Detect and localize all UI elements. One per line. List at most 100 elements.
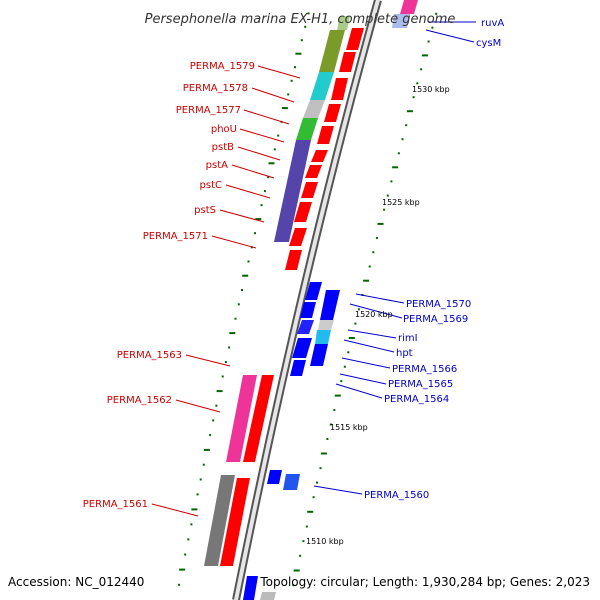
tick-mark xyxy=(294,66,296,69)
gene-forward xyxy=(301,182,318,198)
tick-mark xyxy=(334,394,341,397)
tick-mark xyxy=(247,260,250,263)
tick-mark xyxy=(372,251,375,254)
tick-mark xyxy=(299,554,302,557)
tick-mark xyxy=(307,510,314,513)
tick-mark xyxy=(302,540,305,543)
gene-forward xyxy=(243,375,274,462)
gene-reverse xyxy=(290,360,306,376)
tick-mark xyxy=(277,134,280,137)
gene-forward xyxy=(346,28,364,50)
tick-mark xyxy=(187,538,190,541)
tick-mark xyxy=(178,583,181,586)
tick-mark xyxy=(357,308,360,311)
tick-mark xyxy=(375,237,378,239)
tick-mark xyxy=(212,419,215,422)
tick-mark xyxy=(304,25,307,28)
gene-forward xyxy=(311,150,328,162)
tick-mark xyxy=(305,525,308,528)
gene-reverse xyxy=(392,14,410,28)
forward-gene-labels: PERMA_1579 PERMA_1578 PERMA_1577 phoU ps… xyxy=(83,61,255,510)
tick-mark xyxy=(348,337,355,339)
genome-summary-text: Topology: circular; Length: 1,930,284 bp… xyxy=(259,575,590,589)
tick-mark xyxy=(191,508,198,511)
reverse-genes xyxy=(243,0,418,600)
gene-reverse xyxy=(297,320,314,334)
tick-mark xyxy=(312,496,315,499)
gene-label: PERMA_1563 xyxy=(117,350,182,361)
tick-mark xyxy=(390,180,393,183)
class-segment-cyan xyxy=(310,72,334,100)
class-segment-olive xyxy=(319,30,345,72)
tick-mark xyxy=(431,26,434,29)
tick-mark xyxy=(293,569,300,572)
tick-mark xyxy=(320,452,327,455)
tick-mark xyxy=(290,79,293,82)
gene-forward xyxy=(285,250,302,270)
tick-mark xyxy=(435,12,438,15)
tick-mark xyxy=(392,166,399,169)
gene-reverse xyxy=(318,320,334,330)
gene-label: PERMA_1561 xyxy=(83,499,148,510)
gene-label: rimI xyxy=(398,333,418,344)
tick-mark xyxy=(228,346,231,349)
tick-mark xyxy=(202,463,205,466)
tick-mark xyxy=(263,190,266,193)
tick-mark xyxy=(241,289,243,291)
diagram-title: Persephonella marina EX-H1, complete gen… xyxy=(145,12,456,27)
tick-mark xyxy=(179,568,186,571)
gene-reverse xyxy=(400,0,418,14)
tick-mark xyxy=(242,274,249,277)
chromosome-backbone xyxy=(232,0,382,600)
tick-mark xyxy=(307,12,310,15)
tick-mark xyxy=(254,232,256,235)
tick-label: 1530 kbp xyxy=(412,85,450,94)
tick-label: 1515 kbp xyxy=(330,423,368,432)
tick-mark xyxy=(427,40,430,43)
gene-label: phoU xyxy=(211,124,237,135)
tick-mark xyxy=(209,434,212,437)
tick-mark xyxy=(184,553,187,556)
label-connectors xyxy=(151,21,476,517)
tick-mark xyxy=(340,380,343,383)
class-segment-purple xyxy=(274,140,311,242)
tick-mark xyxy=(326,438,329,440)
gene-label: PERMA_1565 xyxy=(388,379,453,390)
gene-forward xyxy=(294,202,312,222)
tick-mark xyxy=(295,52,302,55)
tick-mark xyxy=(229,332,236,335)
gene-reverse xyxy=(267,470,282,484)
gene-label: PERMA_1569 xyxy=(403,314,468,325)
tick-mark xyxy=(343,365,346,368)
gene-forward xyxy=(331,78,348,100)
tick-mark xyxy=(368,265,371,268)
tick-label: 1525 kbp xyxy=(382,198,420,207)
gene-forward xyxy=(339,52,356,72)
gene-label: PERMA_1577 xyxy=(176,105,241,116)
gene-label: ruvA xyxy=(481,18,504,29)
tick-mark xyxy=(292,584,295,587)
tick-mark xyxy=(215,404,218,407)
gene-reverse xyxy=(292,338,312,358)
tick-mark xyxy=(237,303,240,306)
gene-reverse xyxy=(310,344,328,366)
gene-forward xyxy=(220,478,250,566)
reverse-gene-labels: ruvA cysM PERMA_1570 PERMA_1569 rimI hpt… xyxy=(364,18,504,501)
gene-forward xyxy=(305,165,322,178)
tick-mark xyxy=(347,351,350,354)
gene-label: PERMA_1571 xyxy=(143,231,208,242)
tick-mark xyxy=(316,481,318,484)
gene-reverse xyxy=(300,302,316,318)
tick-mark xyxy=(281,107,288,110)
gene-reverse xyxy=(305,282,322,300)
class-segment-top xyxy=(337,16,350,30)
class-segment-magenta xyxy=(226,375,257,462)
gene-label: PERMA_1564 xyxy=(384,394,449,405)
tick-mark xyxy=(190,523,193,526)
gene-reverse xyxy=(260,592,276,600)
tick-marks xyxy=(178,12,438,587)
gene-label: pstB xyxy=(212,142,234,153)
gene-reverse xyxy=(320,290,340,320)
tick-mark xyxy=(199,478,202,481)
